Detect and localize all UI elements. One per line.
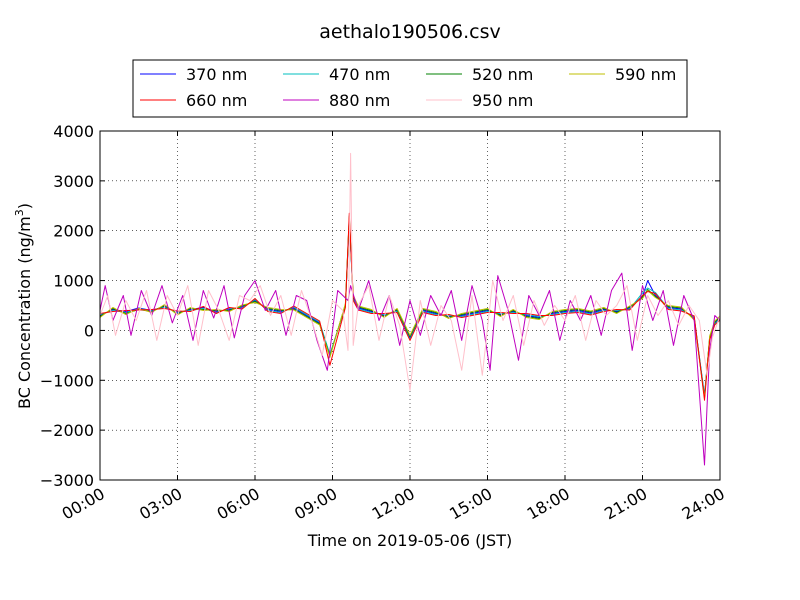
legend-frame xyxy=(132,59,688,118)
legend-entries: 370 nm 470 nm 520 nm 590 nm 660 nm 880 nm 950 … xyxy=(140,65,676,110)
y-axis-label-main: BC Concentration (ng/m xyxy=(15,216,34,409)
legend-label: 520 nm xyxy=(472,65,533,84)
legend-label: 590 nm xyxy=(615,65,676,84)
legend-entry: 950 nm xyxy=(426,91,533,110)
legend-label: 950 nm xyxy=(472,91,533,110)
legend: 370 nm 470 nm 520 nm 590 nm 660 nm 880 nm 950 … xyxy=(132,59,688,118)
y-tick-label: −3000 xyxy=(40,471,94,490)
legend-label: 880 nm xyxy=(329,91,390,110)
legend-entry: 520 nm xyxy=(426,65,533,84)
series-line-880-nm xyxy=(100,272,720,466)
legend-label: 470 nm xyxy=(329,65,390,84)
chart-title: aethalo190506.csv xyxy=(319,21,501,43)
y-tick-labels: 4000 3000 2000 1000 0 −1000 −2000 −3000 xyxy=(40,122,94,490)
y-axis-label-sup: 3 xyxy=(13,209,26,216)
series-line-950-nm xyxy=(100,152,720,391)
series-lines xyxy=(100,152,720,466)
legend-label: 660 nm xyxy=(186,91,247,110)
legend-entry: 660 nm xyxy=(140,91,247,110)
legend-entry: 590 nm xyxy=(569,65,676,84)
y-tick-label: −1000 xyxy=(40,371,94,390)
plot-area xyxy=(100,152,720,466)
y-tick-label: 3000 xyxy=(53,172,94,191)
legend-label: 370 nm xyxy=(186,65,247,84)
x-axis-label: Time on 2019-05-06 (JST) xyxy=(307,531,512,550)
grid-lines xyxy=(100,131,720,480)
y-tick-label: 0 xyxy=(84,321,94,340)
legend-entry: 370 nm xyxy=(140,65,247,84)
y-axis-label-close: ) xyxy=(15,203,34,209)
y-axis-label: BC Concentration (ng/m3) xyxy=(13,203,34,409)
legend-entry: 470 nm xyxy=(283,65,390,84)
legend-entry: 880 nm xyxy=(283,91,390,110)
y-tick-label: 2000 xyxy=(53,222,94,241)
axis-ticks xyxy=(99,130,721,481)
y-tick-label: −2000 xyxy=(40,421,94,440)
y-tick-label: 1000 xyxy=(53,272,94,291)
y-tick-label: 4000 xyxy=(53,122,94,141)
series-line-660-nm xyxy=(100,212,720,401)
